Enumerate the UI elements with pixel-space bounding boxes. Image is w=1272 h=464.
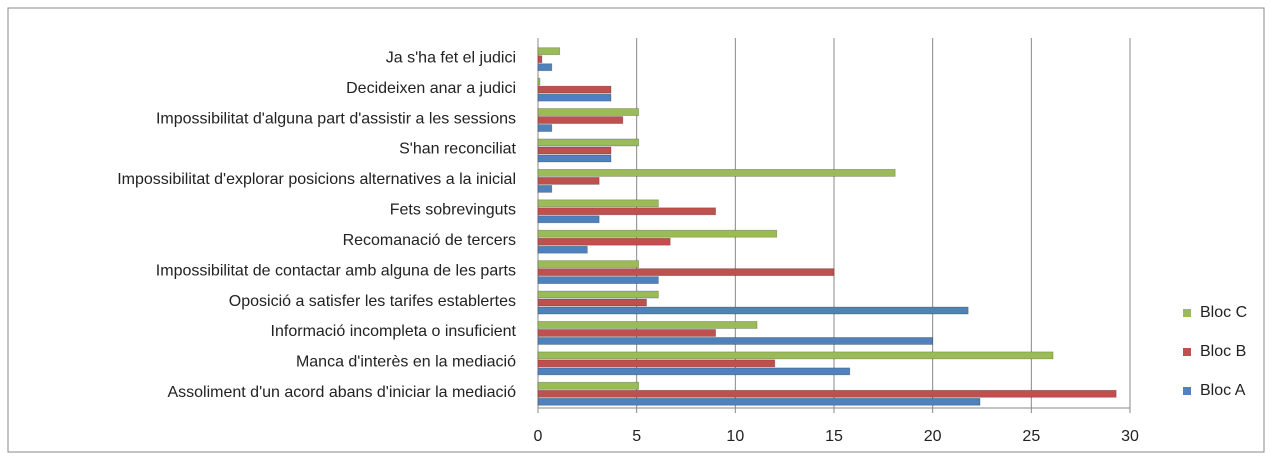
- x-tick-label: 15: [825, 428, 843, 445]
- x-tick-label: 20: [924, 428, 942, 445]
- bar: [537, 290, 659, 299]
- y-tick-label: Impossibilitat de contactar amb alguna d…: [156, 262, 516, 279]
- y-tick-label: Decideixen anar a judici: [346, 80, 516, 97]
- bar: [537, 138, 640, 147]
- bar: [537, 154, 612, 163]
- bar: [537, 381, 640, 390]
- bar: [537, 329, 717, 337]
- bar: [537, 215, 600, 224]
- x-tick-label: 10: [726, 428, 744, 445]
- bar: [537, 176, 600, 185]
- legend-label: Bloc B: [1200, 343, 1246, 360]
- bar: [537, 306, 969, 315]
- bar: [537, 260, 640, 269]
- x-tick-label: 0: [534, 428, 543, 445]
- y-tick-label: S'han reconciliat: [399, 141, 516, 158]
- y-tick-label: Assoliment d'un acord abans d'iniciar la…: [167, 384, 516, 401]
- y-tick-label: Impossibilitat d'explorar posicions alte…: [117, 171, 516, 188]
- y-tick-label: Ja s'ha fet el judici: [386, 49, 516, 66]
- y-tick-label: Fets sobrevinguts: [390, 202, 516, 219]
- legend-label: Bloc A: [1200, 382, 1246, 399]
- bar: [537, 321, 758, 329]
- legend-swatch: [1183, 309, 1191, 317]
- x-tick-label: 30: [1121, 428, 1139, 445]
- y-tick-label: Manca d'interès en la mediació: [296, 354, 516, 371]
- bar: [537, 168, 896, 177]
- y-tick-label: Recomanació de tercers: [343, 232, 516, 249]
- y-tick-label: Oposició a satisfer les tarifes establer…: [229, 293, 516, 310]
- bar: [537, 207, 717, 216]
- bar: [537, 351, 1054, 360]
- legend-label: Bloc C: [1200, 304, 1247, 321]
- bar: [537, 55, 543, 64]
- x-tick-label: 25: [1022, 428, 1040, 445]
- bar: [537, 146, 612, 155]
- bar: [537, 116, 624, 124]
- bar: [537, 47, 561, 56]
- y-tick-label: Impossibilitat d'alguna part d'assistir …: [156, 110, 516, 127]
- x-tick-label: 5: [632, 428, 641, 445]
- bar: [537, 245, 588, 254]
- bar: [537, 268, 835, 277]
- bar: [537, 359, 776, 368]
- bar: [537, 367, 851, 376]
- bar: [537, 124, 553, 132]
- legend-swatch: [1183, 387, 1191, 395]
- bar: [537, 397, 981, 406]
- legend-swatch: [1183, 348, 1191, 356]
- bar: [537, 77, 541, 86]
- chart-border: [7, 7, 1265, 453]
- bar: [537, 298, 647, 307]
- bar: [537, 93, 612, 102]
- bar: [537, 85, 612, 94]
- bar: [537, 237, 671, 246]
- bar: [537, 199, 659, 208]
- bar: [537, 389, 1117, 398]
- bar: [537, 63, 553, 72]
- bar: [537, 229, 778, 238]
- y-tick-label: Informació incompleta o insuficient: [271, 323, 517, 340]
- bar: [537, 184, 553, 193]
- bar: [537, 276, 659, 285]
- bar: [537, 337, 934, 345]
- bar: [537, 108, 640, 116]
